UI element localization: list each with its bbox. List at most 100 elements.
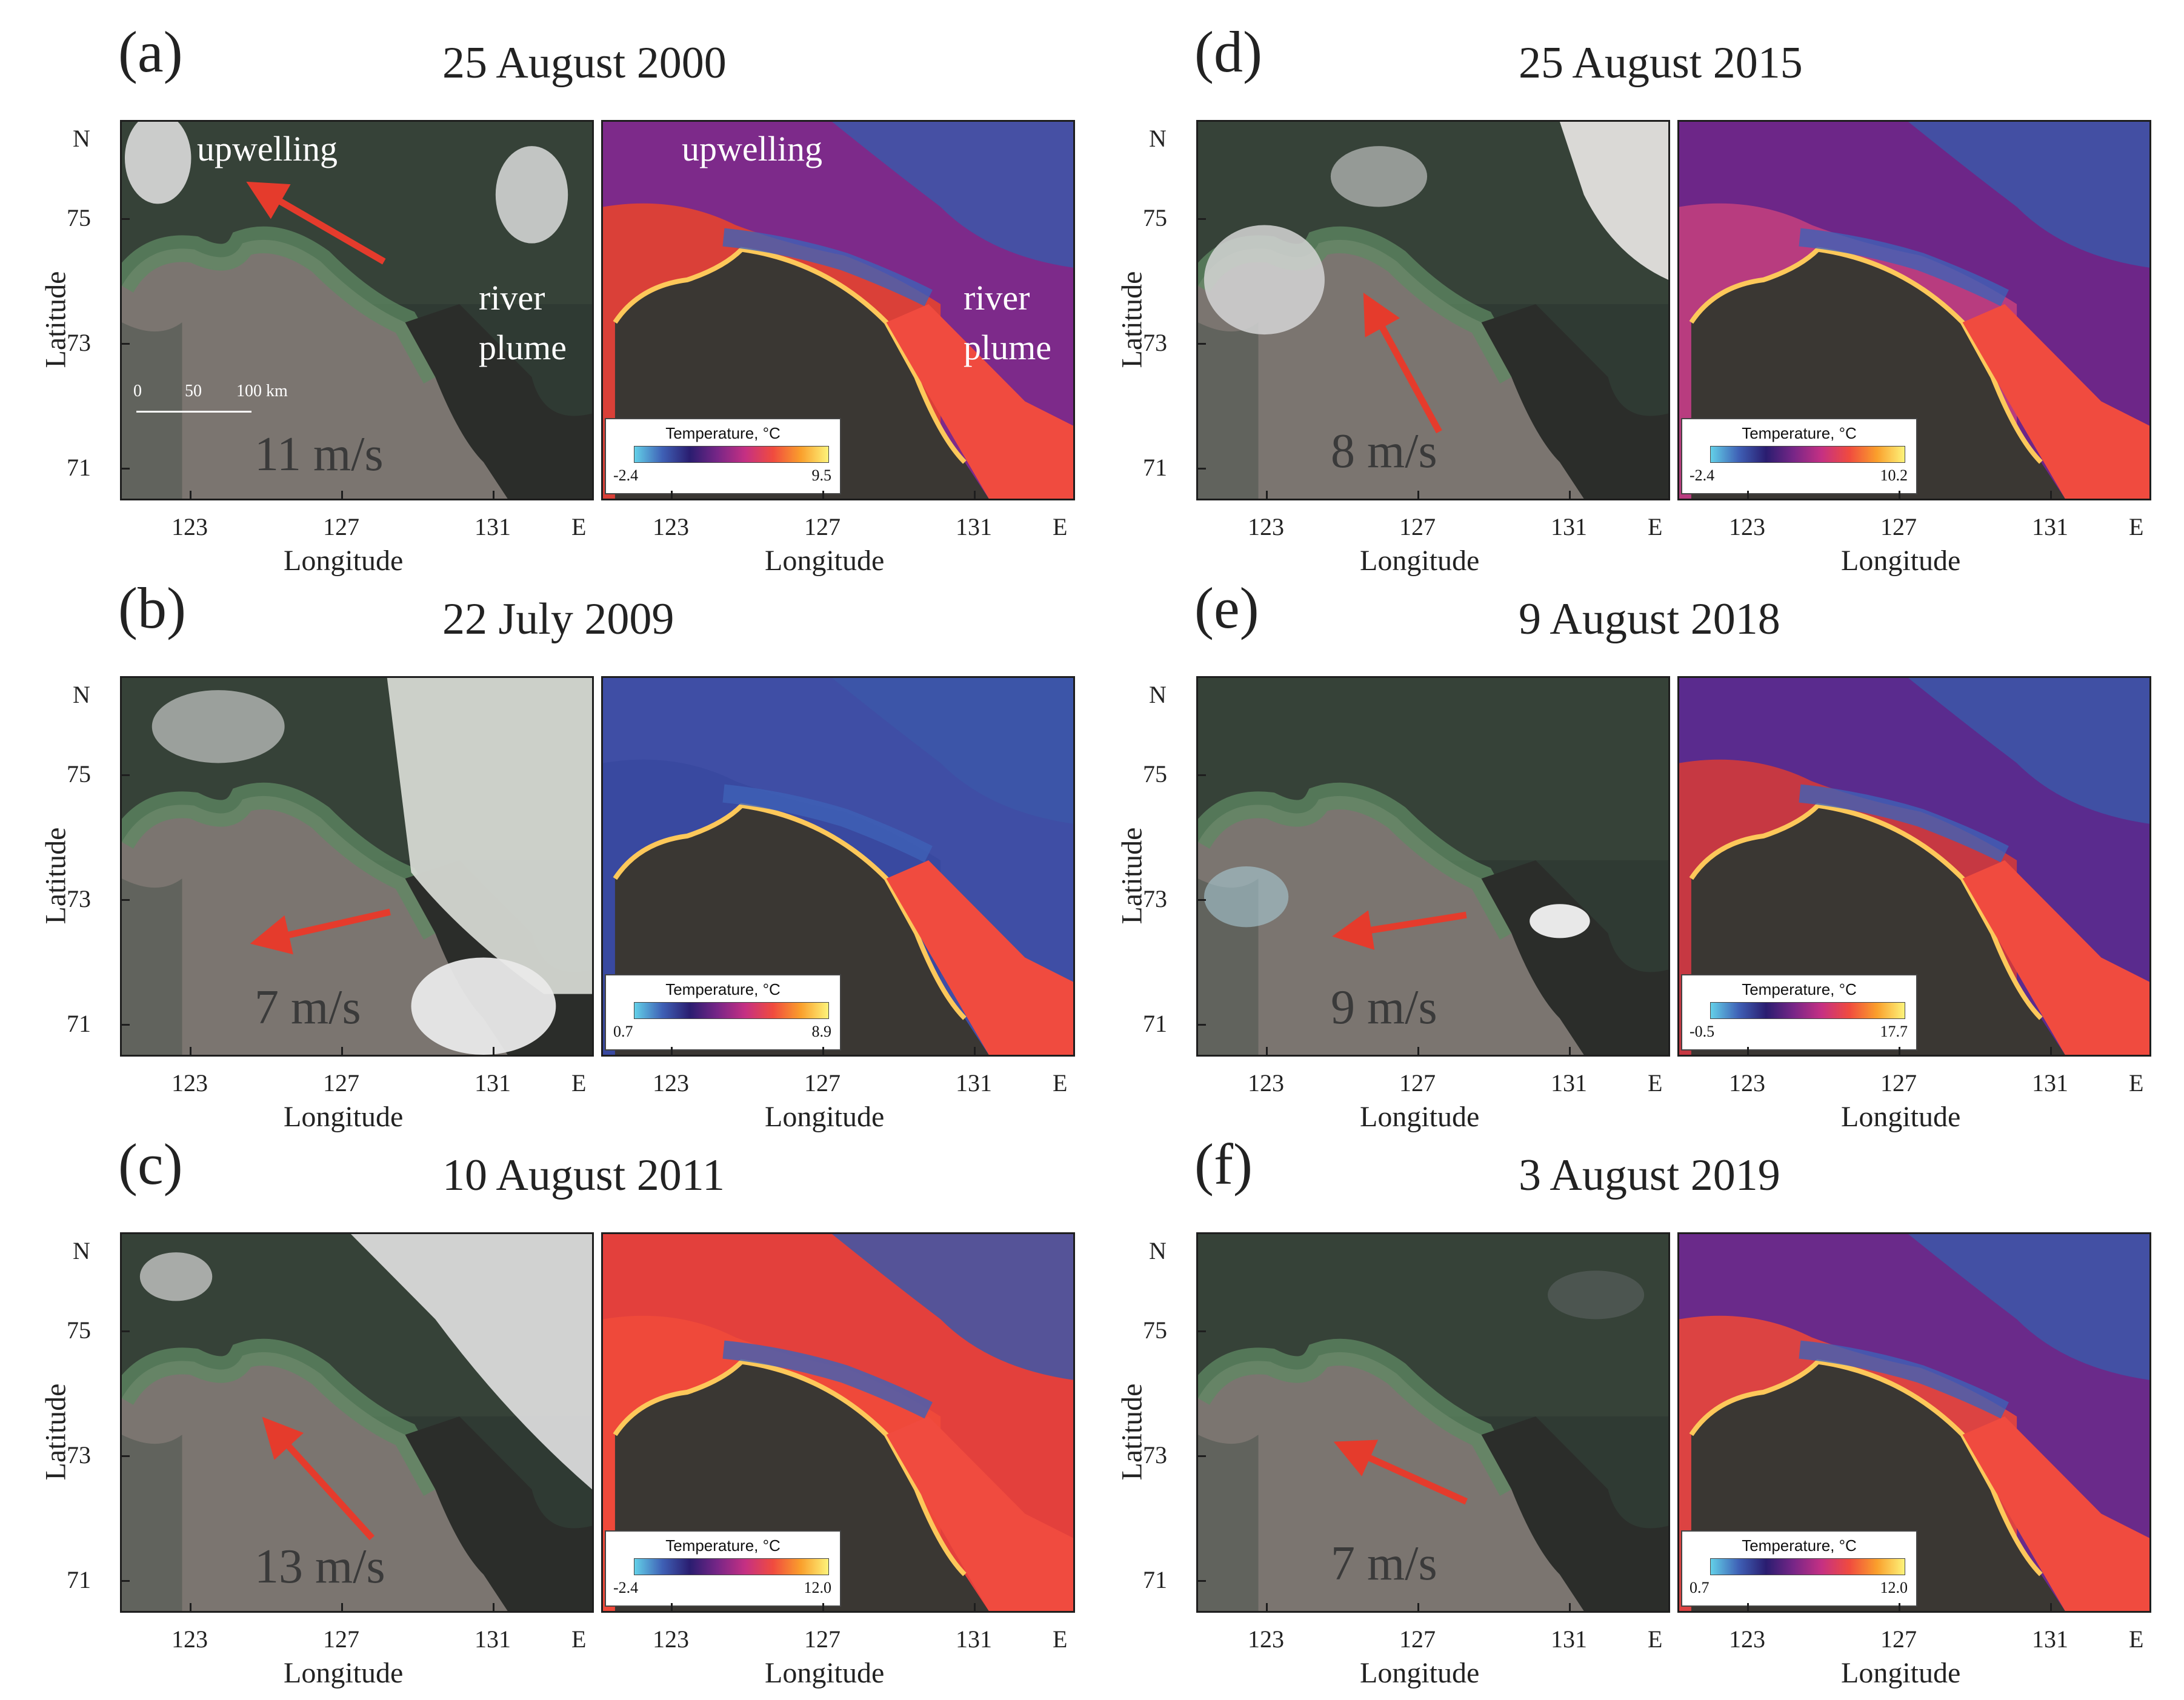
longitude-tick-mark xyxy=(341,1047,343,1057)
colorbar-title: Temperature, °C xyxy=(665,1536,781,1555)
latitude-tick-mark xyxy=(1196,1580,1206,1582)
rgb-satellite-map xyxy=(120,676,594,1057)
longitude-tick-mark xyxy=(190,491,191,500)
longitude-tick-mark xyxy=(671,1603,673,1613)
north-label: N xyxy=(1149,1237,1167,1264)
panel-date: 25 August 2015 xyxy=(1519,38,1803,88)
latitude-tick-mark xyxy=(120,343,130,345)
latitude-tick-label: 75 xyxy=(67,1317,91,1344)
longitude-tick-mark xyxy=(1569,1603,1571,1613)
temperature-colorbar: Temperature, °C -2.4 10.2 xyxy=(1681,418,1917,494)
panel-label: (f) xyxy=(1194,1132,1253,1197)
colorbar-min: -2.4 xyxy=(613,1579,639,1596)
colorbar-min: -2.4 xyxy=(613,467,639,484)
colorbar-title: Temperature, °C xyxy=(1742,980,1857,998)
colorbar-min: 0.7 xyxy=(613,1023,633,1040)
longitude-tick-mark xyxy=(1417,1603,1419,1613)
wind-speed-label: 7 m/s xyxy=(1331,1537,1437,1590)
latitude-tick-label: 75 xyxy=(67,204,91,231)
longitude-tick-label: 123 xyxy=(1248,1069,1284,1097)
temperature-colorbar: Temperature, °C -0.5 17.7 xyxy=(1681,974,1917,1051)
latitude-tick-mark xyxy=(1196,1455,1206,1457)
latitude-tick-label: 75 xyxy=(1143,760,1167,788)
longitude-axis-label: Longitude xyxy=(284,1657,404,1689)
latitude-tick-mark xyxy=(120,1580,130,1582)
longitude-tick-label: 131 xyxy=(474,1069,511,1097)
north-label: N xyxy=(73,1237,90,1264)
latitude-tick-mark xyxy=(1196,468,1206,470)
longitude-tick-mark xyxy=(1569,1047,1571,1057)
latitude-tick-label: 73 xyxy=(1143,885,1167,912)
longitude-tick-mark xyxy=(1417,1047,1419,1057)
longitude-tick-label: 127 xyxy=(323,513,359,540)
latitude-tick-label: 73 xyxy=(67,885,91,912)
longitude-tick-label: 131 xyxy=(1551,513,1587,540)
colorbar-gradient xyxy=(634,446,829,463)
longitude-axis-label: Longitude xyxy=(1360,545,1480,577)
longitude-tick-mark xyxy=(1266,1603,1268,1613)
east-label: E xyxy=(1053,1069,1068,1097)
east-label: E xyxy=(571,513,587,540)
longitude-tick-mark xyxy=(974,1603,976,1613)
longitude-axis-label: Longitude xyxy=(1360,1657,1480,1689)
panel-date: 25 August 2000 xyxy=(442,38,727,88)
latitude-tick-mark xyxy=(120,468,130,470)
wind-direction-arrow xyxy=(246,181,386,265)
colorbar-title: Temperature, °C xyxy=(665,980,781,998)
colorbar-min: -0.5 xyxy=(1690,1023,1715,1040)
longitude-tick-label: 131 xyxy=(956,513,992,540)
longitude-tick-label: 131 xyxy=(2032,1069,2068,1097)
colorbar-max: 12.0 xyxy=(1880,1579,1908,1596)
wind-speed-label: 7 m/s xyxy=(255,981,361,1034)
longitude-tick-label: 127 xyxy=(323,1625,359,1653)
longitude-tick-mark xyxy=(493,491,494,500)
north-label: N xyxy=(1149,125,1167,152)
panel-label: (b) xyxy=(118,576,186,640)
wind-direction-arrow xyxy=(1333,1439,1468,1505)
colorbar-gradient xyxy=(1710,1558,1905,1575)
longitude-tick-label: 123 xyxy=(653,1625,689,1653)
longitude-tick-mark xyxy=(974,1047,976,1057)
wind-speed-label: 8 m/s xyxy=(1331,425,1437,478)
longitude-axis-label: Longitude xyxy=(284,545,404,577)
longitude-tick-mark xyxy=(190,1603,191,1613)
panel-date: 3 August 2019 xyxy=(1519,1150,1780,1200)
longitude-tick-mark xyxy=(671,1047,673,1057)
longitude-tick-label: 127 xyxy=(804,1625,841,1653)
longitude-tick-label: 131 xyxy=(474,513,511,540)
longitude-tick-label: 127 xyxy=(1880,513,1917,540)
latitude-tick-label: 73 xyxy=(1143,329,1167,356)
scale-bar-label: 0 xyxy=(133,382,142,400)
rgb-satellite-map xyxy=(1196,1232,1670,1613)
plume-annotation: plume xyxy=(964,328,1051,367)
east-label: E xyxy=(1053,513,1068,540)
longitude-tick-mark xyxy=(190,1047,191,1057)
temperature-colorbar: Temperature, °C -2.4 9.5 xyxy=(605,418,841,494)
longitude-tick-mark xyxy=(341,491,343,500)
north-label: N xyxy=(73,681,90,708)
river-annotation: river xyxy=(479,278,545,317)
longitude-tick-label: 131 xyxy=(956,1069,992,1097)
longitude-axis-label: Longitude xyxy=(1841,1101,1961,1133)
panel-label: (e) xyxy=(1194,576,1259,640)
latitude-tick-mark xyxy=(1196,343,1206,345)
longitude-tick-label: 127 xyxy=(1399,1625,1436,1653)
east-label: E xyxy=(571,1069,587,1097)
longitude-tick-mark xyxy=(974,491,976,500)
longitude-tick-mark xyxy=(341,1603,343,1613)
longitude-tick-mark xyxy=(1747,1047,1749,1057)
latitude-tick-mark xyxy=(1196,1024,1206,1026)
colorbar-gradient xyxy=(634,1002,829,1019)
longitude-tick-label: 131 xyxy=(1551,1069,1587,1097)
latitude-tick-mark xyxy=(120,899,130,901)
east-label: E xyxy=(1053,1625,1068,1653)
latitude-tick-mark xyxy=(1196,899,1206,901)
panel-date: 10 August 2011 xyxy=(442,1150,725,1200)
longitude-tick-label: 131 xyxy=(1551,1625,1587,1653)
latitude-tick-mark xyxy=(120,1455,130,1457)
latitude-tick-label: 71 xyxy=(67,454,91,481)
longitude-tick-mark xyxy=(1747,491,1749,500)
panel-date: 22 July 2009 xyxy=(442,594,674,644)
colorbar-max: 10.2 xyxy=(1880,467,1908,484)
longitude-axis-label: Longitude xyxy=(1360,1101,1480,1133)
